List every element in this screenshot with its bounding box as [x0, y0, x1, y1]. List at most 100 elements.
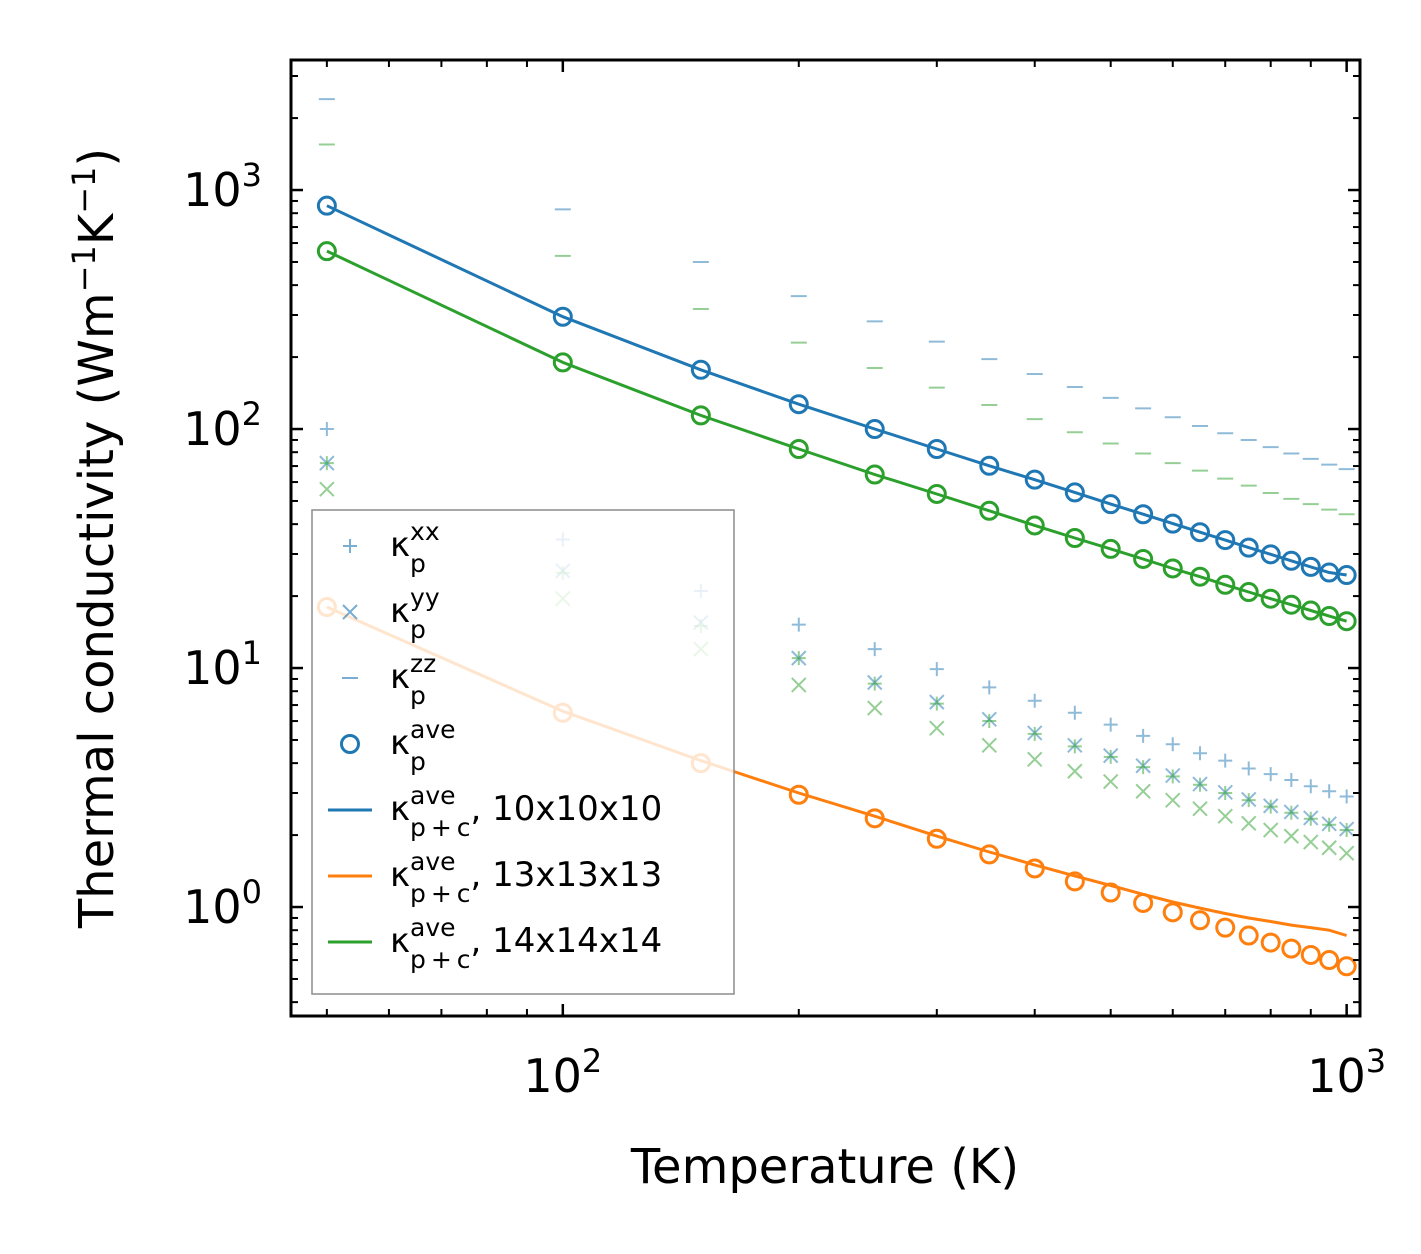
data-point-13x13x13-kappa-p-ave-650: [1190, 910, 1211, 931]
legend-subscript: p + c: [410, 945, 471, 974]
data-point-10x10x10-kappa-p-xx-300: [929, 662, 944, 677]
y-tick-label-exp: 2: [242, 395, 262, 433]
data-point-10x10x10-kappa-p-ave-150: [690, 359, 711, 380]
data-point-14x14x14-kappa-p-ave-750: [1238, 582, 1259, 603]
legend-superscript: ave: [410, 715, 456, 744]
plot-frame: [289, 58, 1362, 1018]
y-tick-label-exp: 0: [242, 873, 262, 911]
series-10x10x10-kappa-p-zz: [318, 98, 1355, 471]
series-line-kappa-p-c-ave-14x14x14: [326, 249, 1348, 623]
y-axis-label-sup2: −1: [65, 167, 103, 214]
legend-kappa: κ: [390, 855, 410, 895]
y-axis-label-sup1: −1: [65, 245, 103, 292]
legend-item-6: κave p + c, 13x13x13: [328, 847, 662, 908]
legend-subscript: p + c: [410, 879, 471, 908]
y-tick-label-10: 101: [183, 634, 262, 695]
data-point-10x10x10-kappa-p-ave-750: [1238, 537, 1259, 558]
series-14x14x14-kappa-p-ave: [316, 241, 1357, 632]
legend-label: κave p: [390, 715, 456, 776]
data-point-14x14x14-kappa-p-xx-300: [929, 696, 944, 711]
tick-marks: [291, 60, 1360, 1016]
data-point-10x10x10-kappa-p-xx-550: [1136, 728, 1151, 743]
y-tick-label-exp: 3: [242, 156, 262, 194]
legend-subscript: p: [410, 681, 426, 710]
data-point-14x14x14-kappa-p-yy-600: [1165, 792, 1181, 808]
legend-text: , 14x14x14: [471, 921, 663, 961]
data-point-14x14x14-kappa-p-yy-850: [1283, 828, 1300, 844]
series-kappa-p-c-ave-14x14x14: [326, 249, 1348, 623]
y-tick-label-1000: 103: [183, 156, 262, 217]
data-point-14x14x14-kappa-p-xx-1000: [1339, 823, 1354, 838]
y-tick-label-1: 100: [183, 873, 262, 934]
data-point-14x14x14-kappa-p-ave-350: [979, 500, 1000, 521]
y-tick-label-exp: 1: [242, 634, 262, 672]
data-point-14x14x14-kappa-p-ave-1000: [1336, 611, 1357, 632]
legend-kappa: κ: [390, 789, 410, 829]
x-tick-label-base: 10: [1307, 1049, 1366, 1103]
legend-marker-x: [342, 604, 358, 620]
legend-kappa: κ: [390, 591, 410, 631]
data-point-10x10x10-kappa-p-xx-650: [1193, 746, 1208, 761]
data-point-14x14x14-kappa-p-ave-900: [1300, 600, 1321, 621]
data-point-10x10x10-kappa-p-xx-950: [1322, 784, 1337, 799]
data-point-14x14x14-kappa-p-yy-50: [319, 481, 335, 497]
x-tick-label-exp: 3: [1366, 1042, 1386, 1080]
x-tick-label-1000: 103: [1307, 1042, 1386, 1103]
legend-marker-circle: [340, 734, 360, 754]
data-point-14x14x14-kappa-p-xx-750: [1241, 793, 1256, 808]
data-point-14x14x14-kappa-p-xx-900: [1303, 811, 1318, 826]
data-point-14x14x14-kappa-p-ave-100: [552, 352, 573, 373]
legend-label: κyy p: [390, 583, 440, 644]
data-point-13x13x13-kappa-p-ave-800: [1260, 932, 1281, 953]
data-point-14x14x14-kappa-p-xx-50: [319, 456, 334, 471]
legend-item-7: κave p + c, 14x14x14: [328, 913, 662, 974]
data-point-14x14x14-kappa-p-xx-700: [1218, 786, 1233, 800]
y-axis-label: Thermal conductivity (Wm−1K−1): [65, 148, 125, 929]
legend-item-3: κzz p: [342, 649, 436, 710]
data-point-14x14x14-kappa-p-yy-900: [1303, 834, 1319, 850]
data-point-10x10x10-kappa-p-ave-450: [1064, 482, 1085, 503]
series-14x14x14-kappa-p-zz: [318, 143, 1355, 516]
legend-superscript: yy: [410, 583, 440, 612]
data-point-10x10x10-kappa-p-ave-100: [552, 306, 573, 327]
legend-marker-plus: [343, 539, 357, 553]
y-tick-label-base: 10: [183, 641, 242, 695]
data-point-14x14x14-kappa-p-ave-500: [1100, 538, 1121, 559]
data-point-14x14x14-kappa-p-ave-300: [926, 483, 947, 504]
data-point-14x14x14-kappa-p-ave-600: [1162, 558, 1183, 579]
data-point-10x10x10-kappa-p-ave-50: [316, 195, 337, 216]
data-point-13x13x13-kappa-p-ave-700: [1215, 917, 1236, 938]
data-point-10x10x10-kappa-p-ave-350: [979, 455, 1000, 476]
data-point-14x14x14-kappa-p-yy-450: [1067, 763, 1083, 779]
x-tick-label-exp: 2: [582, 1042, 602, 1080]
data-point-14x14x14-kappa-p-yy-350: [981, 737, 997, 754]
legend-superscript: zz: [410, 649, 436, 678]
data-point-13x13x13-kappa-p-ave-450: [1064, 871, 1085, 892]
legend-kappa: κ: [390, 723, 410, 763]
y-axis-label-base: Thermal conductivity (Wm: [69, 292, 125, 929]
legend-kappa: κ: [390, 525, 410, 565]
data-point-13x13x13-kappa-p-ave-600: [1162, 902, 1183, 923]
data-point-14x14x14-kappa-p-yy-1000: [1338, 845, 1355, 861]
data-point-10x10x10-kappa-p-ave-500: [1100, 494, 1121, 515]
data-point-10x10x10-kappa-p-xx-250: [867, 642, 882, 657]
data-point-14x14x14-kappa-p-xx-200: [791, 651, 806, 666]
data-point-10x10x10-kappa-p-xx-600: [1165, 737, 1180, 752]
y-tick-label-base: 10: [183, 880, 242, 934]
x-tick-label-base: 10: [523, 1049, 582, 1103]
y-axis-label-mid: K: [69, 212, 125, 245]
data-point-10x10x10-kappa-p-ave-700: [1215, 530, 1236, 551]
legend-subscript: p + c: [410, 813, 471, 842]
data-point-14x14x14-kappa-p-xx-500: [1103, 749, 1118, 764]
legend-kappa: κ: [390, 657, 410, 697]
data-point-10x10x10-kappa-p-ave-300: [926, 438, 947, 459]
data-point-14x14x14-kappa-p-yy-750: [1241, 815, 1257, 832]
data-point-14x14x14-kappa-p-yy-500: [1102, 773, 1119, 790]
y-tick-label-base: 10: [183, 402, 242, 456]
data-point-14x14x14-kappa-p-xx-450: [1067, 739, 1082, 754]
data-point-13x13x13-kappa-p-ave-900: [1300, 944, 1321, 965]
data-point-14x14x14-kappa-p-xx-800: [1263, 799, 1278, 814]
